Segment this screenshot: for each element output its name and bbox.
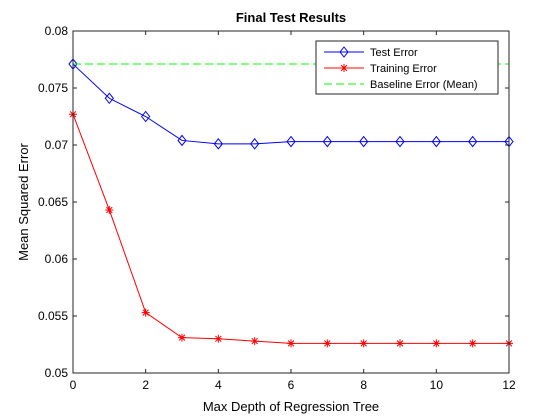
series-1-point-11-glyph <box>468 339 477 348</box>
x-axis-label: Max Depth of Regression Tree <box>203 399 379 414</box>
series-1-point-8 <box>359 339 368 348</box>
series-1-point-5-glyph <box>250 337 259 346</box>
plot-frame <box>72 30 510 374</box>
series-1-point-10-glyph <box>432 339 441 348</box>
series-0 <box>68 58 514 150</box>
y-tick-label-4: 0.07 <box>45 138 69 152</box>
series-1-point-11 <box>468 339 477 348</box>
series-1-point-1-glyph <box>105 205 114 214</box>
legend-marker-1 <box>340 64 348 72</box>
series-0-point-4 <box>213 138 223 150</box>
series-1-point-6 <box>287 339 295 348</box>
series-line-0 <box>72 63 509 145</box>
series-1-point-9 <box>396 339 404 348</box>
series-1-point-3 <box>178 333 186 342</box>
x-tick-label-3: 6 <box>288 378 295 392</box>
series-0-point-1 <box>104 92 114 105</box>
series-1-point-3-glyph <box>178 333 186 342</box>
y-tick-label-6: 0.08 <box>45 24 69 38</box>
series-1-point-4-glyph <box>214 334 223 343</box>
y-tick-label-2: 0.06 <box>45 252 69 266</box>
series-1-point-2 <box>141 308 150 317</box>
series-0-point-6 <box>286 135 296 148</box>
series-0-point-8 <box>359 135 369 148</box>
y-tick-label-3: 0.065 <box>38 195 68 209</box>
series-layer <box>68 58 514 348</box>
series-1-point-10 <box>432 339 441 348</box>
series-0-point-10 <box>431 135 441 148</box>
x-tick-label-4: 8 <box>360 378 367 392</box>
series-0-point-3 <box>177 134 187 147</box>
x-tick-label-5: 10 <box>430 378 444 392</box>
series-0-point-9 <box>395 135 405 148</box>
y-axis-label: Mean Squared Error <box>16 142 31 260</box>
legend-label-2: Baseline Error (Mean) <box>370 79 478 91</box>
series-1-point-7 <box>323 339 332 348</box>
series-1-point-8-glyph <box>359 339 368 348</box>
series-1-point-7-glyph <box>323 339 332 348</box>
series-1-point-5 <box>250 337 259 346</box>
series-1-point-1 <box>105 205 114 214</box>
y-tick-label-5: 0.075 <box>38 81 68 95</box>
legend-label-1: Training Error <box>370 63 437 75</box>
legend-marker-0 <box>339 46 349 58</box>
series-0-point-7 <box>322 135 332 148</box>
ticks-layer: 0 2 4 6 8 10 12 0.05 0.055 0.06 0.065 0.07 0.075 0.08 <box>38 24 516 392</box>
x-tick-label-0: 0 <box>70 378 77 392</box>
x-tick-label-1: 2 <box>142 378 149 392</box>
series-0-point-2 <box>141 110 151 123</box>
series-1-point-4 <box>214 334 223 343</box>
y-tick-label-1: 0.055 <box>38 309 68 323</box>
x-tick-label-2: 4 <box>215 378 222 392</box>
series-1-point-2-glyph <box>141 308 150 317</box>
legend-marker-1-glyph <box>340 64 348 72</box>
x-tick-label-6: 12 <box>502 378 516 392</box>
y-tick-label-0: 0.05 <box>45 366 69 380</box>
chart-title: Final Test Results <box>236 10 346 25</box>
legend-label-0: Test Error <box>370 47 418 59</box>
series-0-point-5 <box>250 138 260 150</box>
legend: Test Error Training Error Baseline Error (… <box>315 40 499 95</box>
series-1-point-6-glyph <box>287 339 295 348</box>
series-0-point-11 <box>468 135 478 148</box>
series-1 <box>69 110 513 348</box>
series-1-point-9-glyph <box>396 339 404 348</box>
